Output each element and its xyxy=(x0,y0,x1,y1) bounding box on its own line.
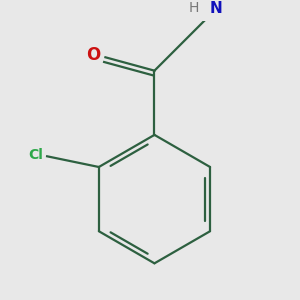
Text: O: O xyxy=(86,46,100,64)
Text: N: N xyxy=(210,1,223,16)
Text: H: H xyxy=(189,1,199,15)
Text: Cl: Cl xyxy=(29,148,44,161)
